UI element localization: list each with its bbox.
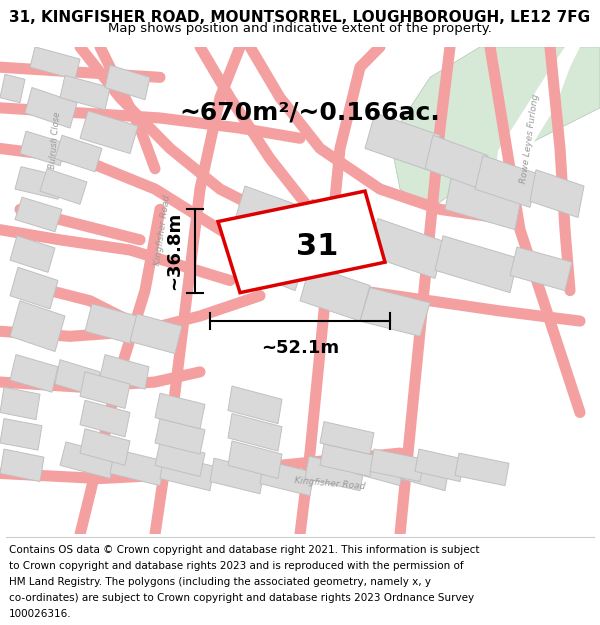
Polygon shape	[320, 444, 374, 476]
Polygon shape	[228, 441, 282, 479]
Polygon shape	[368, 219, 445, 279]
Text: ~670m²/~0.166ac.: ~670m²/~0.166ac.	[179, 101, 440, 125]
Text: HM Land Registry. The polygons (including the associated geometry, namely x, y: HM Land Registry. The polygons (includin…	[9, 577, 431, 587]
Polygon shape	[80, 111, 138, 154]
Polygon shape	[155, 393, 205, 429]
Text: 31, KINGFISHER ROAD, MOUNTSORREL, LOUGHBOROUGH, LE12 7FG: 31, KINGFISHER ROAD, MOUNTSORREL, LOUGHB…	[10, 10, 590, 25]
Polygon shape	[55, 135, 102, 172]
Polygon shape	[400, 455, 449, 491]
Text: ~52.1m: ~52.1m	[261, 339, 339, 357]
Polygon shape	[305, 456, 364, 491]
Polygon shape	[510, 247, 572, 291]
Polygon shape	[360, 288, 430, 336]
Polygon shape	[0, 387, 40, 419]
Polygon shape	[228, 386, 282, 424]
Polygon shape	[20, 131, 66, 166]
Polygon shape	[155, 419, 205, 454]
Polygon shape	[0, 449, 44, 481]
Text: ~36.8m: ~36.8m	[165, 212, 183, 290]
Polygon shape	[110, 449, 165, 486]
Text: 31: 31	[296, 232, 338, 261]
Polygon shape	[355, 451, 404, 486]
Text: Rowe Leyes Furlong: Rowe Leyes Furlong	[519, 93, 541, 184]
Polygon shape	[0, 74, 25, 102]
Polygon shape	[320, 422, 374, 454]
Text: 100026316.: 100026316.	[9, 609, 71, 619]
Polygon shape	[40, 169, 87, 204]
Polygon shape	[302, 199, 382, 260]
Polygon shape	[105, 65, 150, 99]
Polygon shape	[160, 454, 214, 491]
Polygon shape	[85, 304, 137, 344]
Polygon shape	[10, 301, 65, 351]
Polygon shape	[365, 113, 440, 171]
Polygon shape	[25, 88, 77, 128]
Polygon shape	[80, 400, 130, 437]
Polygon shape	[425, 135, 488, 189]
Polygon shape	[370, 449, 424, 481]
Polygon shape	[60, 442, 116, 479]
Polygon shape	[455, 453, 509, 486]
Text: to Crown copyright and database rights 2023 and is reproduced with the permissio: to Crown copyright and database rights 2…	[9, 561, 464, 571]
Text: Bulrush Close: Bulrush Close	[48, 111, 62, 169]
Polygon shape	[300, 265, 370, 321]
Polygon shape	[130, 314, 182, 354]
Polygon shape	[0, 419, 42, 450]
Polygon shape	[80, 372, 130, 409]
Polygon shape	[218, 191, 385, 292]
Polygon shape	[230, 227, 308, 291]
Polygon shape	[60, 75, 110, 110]
Polygon shape	[415, 449, 464, 481]
Polygon shape	[495, 47, 580, 179]
Text: Kingfisher Road: Kingfisher Road	[294, 476, 366, 491]
Polygon shape	[10, 268, 58, 309]
Text: Contains OS data © Crown copyright and database right 2021. This information is : Contains OS data © Crown copyright and d…	[9, 545, 479, 555]
Polygon shape	[100, 354, 149, 389]
Polygon shape	[235, 186, 315, 245]
Polygon shape	[80, 429, 130, 465]
Polygon shape	[210, 458, 264, 494]
Polygon shape	[10, 354, 58, 392]
Text: Map shows position and indicative extent of the property.: Map shows position and indicative extent…	[108, 22, 492, 35]
Polygon shape	[260, 460, 314, 496]
Polygon shape	[445, 174, 522, 229]
Polygon shape	[475, 156, 538, 208]
Polygon shape	[55, 359, 100, 396]
Polygon shape	[15, 198, 62, 232]
Polygon shape	[390, 47, 600, 209]
Polygon shape	[435, 236, 518, 292]
Text: Kingfisher Road: Kingfisher Road	[152, 194, 172, 266]
Polygon shape	[30, 47, 80, 79]
Polygon shape	[530, 170, 584, 217]
Text: co-ordinates) are subject to Crown copyright and database rights 2023 Ordnance S: co-ordinates) are subject to Crown copyr…	[9, 593, 474, 603]
Polygon shape	[228, 414, 282, 451]
Polygon shape	[15, 167, 64, 199]
Polygon shape	[10, 236, 55, 272]
Polygon shape	[155, 442, 205, 476]
